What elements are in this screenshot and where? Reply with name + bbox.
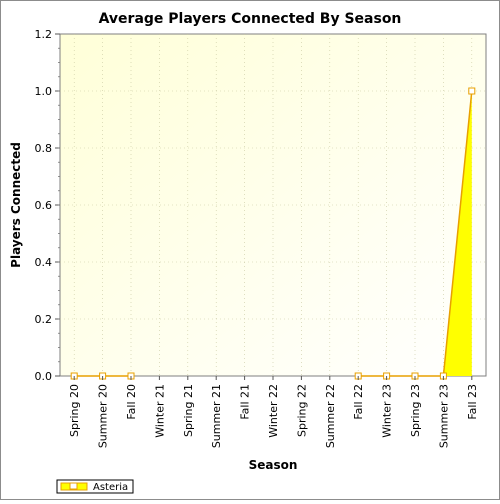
series-area — [358, 91, 472, 376]
x-tick-label: Winter 23 — [381, 384, 394, 438]
y-tick-label: 0.4 — [35, 256, 53, 269]
x-tick-label: Spring 22 — [295, 384, 308, 437]
legend-marker — [69, 482, 78, 490]
y-tick-label: 0.0 — [35, 370, 53, 383]
x-tick-label: Summer 20 — [97, 384, 110, 448]
x-tick-label: Winter 21 — [153, 384, 166, 438]
x-tick-label: Spring 23 — [409, 384, 422, 437]
x-tick-label: Fall 21 — [239, 384, 252, 420]
axis-layer: 0.0 0.2 0.4 0.6 0.8 1.0 1.2 Spring 20 Summer 20 F… — [35, 28, 479, 448]
y-tick-label: 0.8 — [35, 142, 53, 155]
x-tick-label: Spring 21 — [182, 384, 195, 437]
y-tick-label: 1.0 — [35, 85, 53, 98]
chart-title: Average Players Connected By Season — [99, 11, 402, 27]
x-tick-label: Fall 23 — [466, 384, 479, 420]
x-tick-label: Summer 23 — [437, 384, 450, 448]
x-tick-label: Fall 20 — [125, 384, 138, 420]
x-tick-label: Summer 21 — [210, 384, 223, 448]
y-tick-label: 1.2 — [35, 28, 53, 41]
y-tick-label: 0.2 — [35, 313, 53, 326]
x-tick-label: Summer 22 — [324, 384, 337, 448]
y-tick-label: 0.6 — [35, 199, 53, 212]
x-tick-label: Winter 22 — [267, 384, 280, 438]
legend: Asteria — [56, 479, 134, 494]
x-tick-label: Fall 22 — [352, 384, 365, 420]
y-axis-label: Players Connected — [9, 142, 23, 268]
data-point — [468, 87, 476, 95]
x-axis-label: Season — [249, 458, 298, 472]
x-tick-label: Spring 20 — [68, 384, 81, 437]
legend-label: Asteria — [93, 482, 128, 493]
